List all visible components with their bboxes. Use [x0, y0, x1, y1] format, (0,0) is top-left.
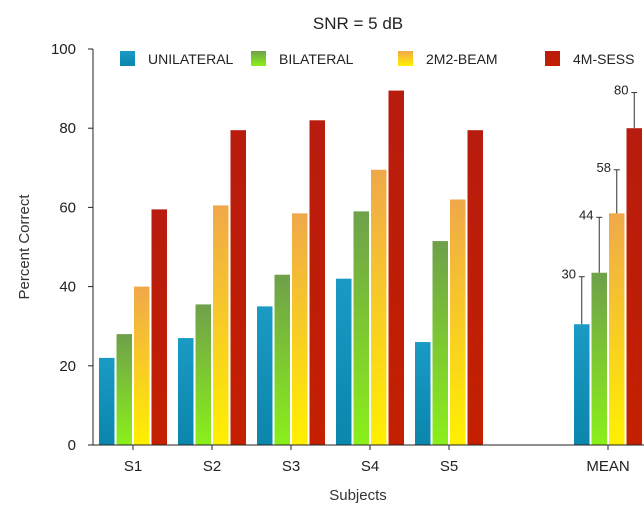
bar-4m-sess-s1 — [151, 209, 167, 445]
bar-2m2-beam-s3 — [292, 213, 308, 445]
x-tick-label-s1: S1 — [124, 458, 142, 475]
legend-item-4m-sess: 4M-SESS — [545, 51, 634, 67]
bar-2m2-beam-s5 — [450, 199, 466, 445]
bar-2m2-beam-s2 — [213, 205, 229, 445]
data-label-4m-sess: 80 — [614, 83, 628, 98]
data-label-unilateral: 30 — [562, 267, 576, 282]
chart-title: SNR = 5 dB — [313, 14, 403, 33]
bar-4m-sess-mean — [626, 128, 642, 445]
bar-bilateral-s4 — [353, 211, 369, 445]
y-tick-label: 40 — [59, 279, 76, 296]
x-axis-label: Subjects — [329, 487, 387, 504]
bar-unilateral-s1 — [99, 357, 115, 445]
y-axis: 0 20 40 60 80 100 — [51, 41, 94, 454]
x-tick-label-s3: S3 — [282, 458, 300, 475]
legend-item-2m2-beam: 2M2-BEAM — [398, 51, 498, 67]
bar-bilateral-s1 — [116, 334, 132, 445]
data-label-2m2-beam: 58 — [597, 160, 611, 175]
x-tick-label-s2: S2 — [203, 458, 221, 475]
x-tick-label-s5: S5 — [440, 458, 458, 475]
bar-unilateral-s2 — [178, 338, 194, 445]
y-tick-label: 20 — [59, 358, 76, 375]
data-label-bilateral: 44 — [579, 207, 593, 222]
legend-swatch-bilateral — [251, 51, 266, 66]
bar-2m2-beam-s4 — [371, 169, 387, 445]
y-tick-label: 80 — [59, 120, 76, 137]
bar-bilateral-s3 — [274, 274, 290, 445]
bar-unilateral-s5 — [415, 342, 431, 445]
x-axis: S1 S2 S3 S4 S5 MEAN — [93, 444, 644, 475]
error-bars: 30 44 58 80 — [562, 83, 638, 325]
legend-item-bilateral: BILATERAL — [251, 51, 354, 67]
bar-bilateral-s5 — [432, 241, 448, 445]
bar-4m-sess-s4 — [388, 90, 404, 445]
legend-label-unilateral: UNILATERAL — [148, 51, 234, 67]
bar-4m-sess-s3 — [309, 120, 325, 445]
legend: UNILATERAL BILATERAL 2M2-BEAM 4M-SESS — [120, 51, 634, 67]
legend-swatch-unilateral — [120, 51, 135, 66]
bar-4m-sess-s5 — [467, 130, 483, 445]
x-tick-label-mean: MEAN — [586, 458, 629, 475]
bars — [99, 90, 642, 445]
bar-4m-sess-s2 — [230, 130, 246, 445]
bar-unilateral-s4 — [336, 278, 352, 445]
bar-bilateral-mean — [591, 272, 607, 445]
x-tick-label-s4: S4 — [361, 458, 379, 475]
legend-item-unilateral: UNILATERAL — [120, 51, 234, 67]
bar-unilateral-mean — [574, 324, 590, 445]
y-axis-label: Percent Correct — [16, 194, 33, 300]
y-tick-label: 0 — [68, 437, 76, 454]
bar-2m2-beam-mean — [609, 213, 625, 445]
legend-label-4m-sess: 4M-SESS — [573, 51, 634, 67]
y-tick-label: 100 — [51, 41, 76, 58]
legend-label-bilateral: BILATERAL — [279, 51, 354, 67]
y-tick-label: 60 — [59, 199, 76, 216]
bar-unilateral-s3 — [257, 306, 273, 445]
bar-bilateral-s2 — [195, 304, 211, 445]
bar-2m2-beam-s1 — [134, 286, 150, 445]
legend-swatch-2m2-beam — [398, 51, 413, 66]
legend-label-2m2-beam: 2M2-BEAM — [426, 51, 498, 67]
legend-swatch-4m-sess — [545, 51, 560, 66]
